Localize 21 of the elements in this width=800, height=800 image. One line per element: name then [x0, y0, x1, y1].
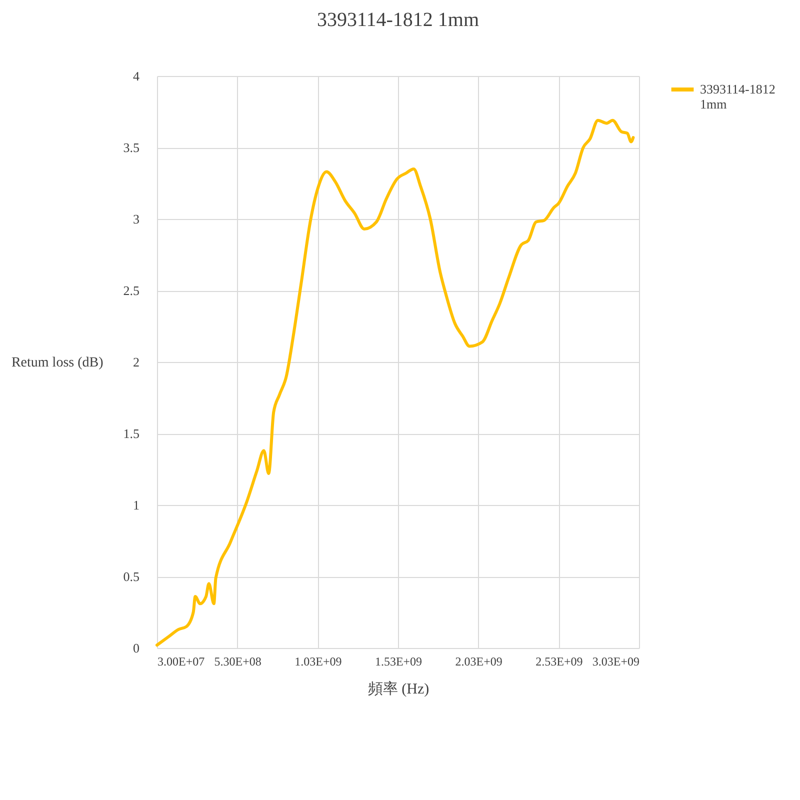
- x-tick-label: 3.00E+07: [158, 654, 205, 668]
- y-tick-label: 4: [133, 68, 140, 84]
- y-tick-label: 2: [133, 354, 140, 370]
- x-tick-label: 1.03E+09: [294, 654, 342, 668]
- chart-title: 3393114-1812 1mm: [316, 9, 480, 31]
- y-tick-label: 1: [133, 498, 140, 512]
- y-tick-label: 2.5: [123, 283, 140, 298]
- legend-label: 3393114-1812 1mm: [700, 82, 776, 112]
- y-tick-label: 3.5: [123, 140, 140, 155]
- x-tick-label: 1.53E+09: [374, 654, 422, 668]
- x-tick-label: 2.03E+09: [455, 654, 502, 668]
- y-tick-label: 1.5: [123, 426, 140, 441]
- line-series: [156, 118, 635, 647]
- y-tick-label: 0: [133, 640, 140, 656]
- x-tick-label: 5.30E+08: [214, 654, 262, 668]
- x-tick-label: 2.53E+09: [536, 654, 583, 668]
- y-tick-label: 3: [133, 212, 140, 226]
- x-axis-title: 頻率 (Hz): [368, 680, 430, 698]
- y-tick-label: 0.5: [123, 569, 140, 584]
- y-axis-title: Retum loss (dB): [11, 356, 104, 370]
- x-tick-label: 3.03E+09: [592, 654, 640, 668]
